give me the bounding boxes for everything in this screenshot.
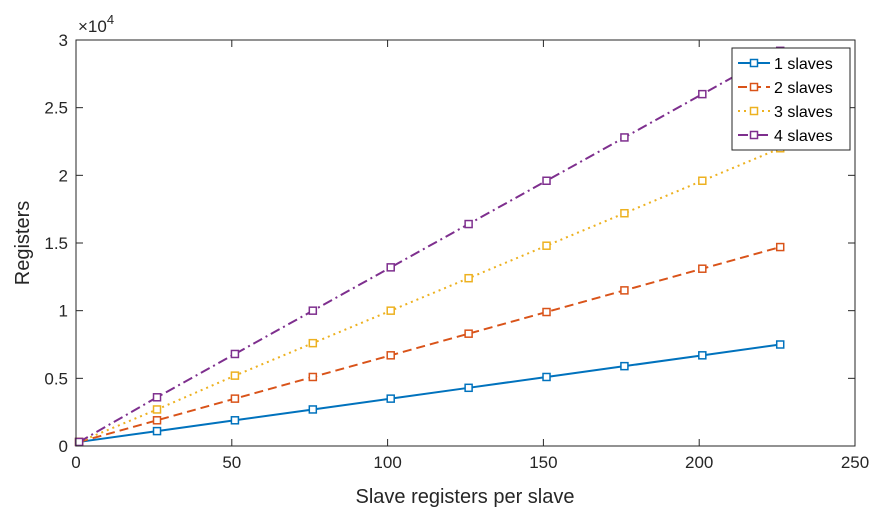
legend-item: 2 slaves	[738, 80, 833, 97]
y-axis-multiplier-exponent: 4	[107, 12, 114, 27]
y-tick-label: 3	[59, 31, 68, 50]
legend-swatch-marker	[749, 58, 759, 68]
legend-swatch-marker	[749, 130, 759, 140]
data-point	[308, 306, 318, 315]
y-tick-label: 1	[59, 302, 68, 321]
data-point	[152, 416, 162, 425]
x-tick-label: 150	[529, 453, 557, 472]
data-point	[230, 394, 240, 403]
legend: 1 slaves 2 slaves 3 slaves 4 slaves	[731, 47, 851, 151]
data-point	[464, 383, 473, 393]
legend-item: 1 slaves	[738, 56, 833, 73]
data-point	[308, 372, 318, 382]
data-point	[152, 393, 162, 402]
legend-label: 4 slaves	[774, 128, 833, 145]
data-point	[386, 306, 395, 315]
x-tick-label: 200	[685, 453, 713, 472]
plot-area	[76, 40, 855, 446]
series-1	[74, 340, 785, 447]
series-line	[78, 49, 781, 443]
data-point	[464, 219, 473, 229]
y-tick-label: 0.5	[44, 369, 68, 388]
x-tick-label: 50	[222, 453, 241, 472]
y-tick-label: 0	[59, 437, 68, 456]
y-axis-multiplier: ×104	[78, 12, 114, 36]
x-tick-label: 250	[841, 453, 869, 472]
data-point	[775, 340, 785, 349]
data-point	[308, 405, 318, 414]
data-point	[542, 241, 551, 250]
data-point	[386, 394, 395, 403]
data-point	[620, 361, 629, 371]
legend-label: 1 slaves	[774, 56, 833, 73]
data-point	[620, 208, 629, 218]
y-tick-label: 2	[59, 166, 68, 185]
data-point	[74, 437, 84, 447]
plot-background	[76, 40, 855, 446]
y-tick-label: 2.5	[44, 99, 68, 118]
y-axis-label: Registers	[12, 201, 34, 285]
data-point	[230, 416, 240, 425]
legend-item: 4 slaves	[738, 128, 833, 145]
tick-labels: 0 50 100 150 200 250 0 0.5 1 1.5 2 2.5 3	[44, 31, 869, 472]
legend-item: 3 slaves	[738, 104, 833, 121]
data-point	[386, 351, 395, 360]
data-point	[542, 176, 551, 185]
legend-label: 3 slaves	[774, 104, 833, 121]
x-tick-label: 100	[373, 453, 401, 472]
data-point	[152, 426, 162, 436]
data-point	[542, 307, 551, 317]
data-point	[698, 176, 707, 185]
series-line	[78, 343, 781, 443]
data-point	[620, 286, 629, 295]
data-point	[698, 351, 707, 360]
data-point	[386, 263, 395, 272]
data-point	[464, 273, 473, 283]
data-point	[698, 89, 707, 99]
data-point	[775, 242, 785, 252]
series-line	[78, 147, 781, 443]
x-tick-label: 0	[71, 453, 80, 472]
data-point	[620, 133, 629, 142]
data-point	[542, 372, 551, 382]
data-point	[230, 371, 240, 380]
data-point	[230, 349, 240, 359]
data-point	[308, 338, 318, 348]
series-line	[78, 246, 781, 443]
x-axis-label: Slave registers per slave	[356, 486, 575, 508]
legend-label: 2 slaves	[774, 80, 833, 97]
axes	[75, 39, 856, 447]
y-axis-multiplier-base: ×10	[78, 17, 107, 36]
legend-swatch-marker	[749, 106, 759, 116]
legend-swatch-marker	[749, 82, 759, 92]
data-point	[152, 405, 162, 414]
data-point	[464, 329, 473, 338]
y-tick-label: 1.5	[44, 234, 68, 253]
data-point	[698, 264, 707, 273]
